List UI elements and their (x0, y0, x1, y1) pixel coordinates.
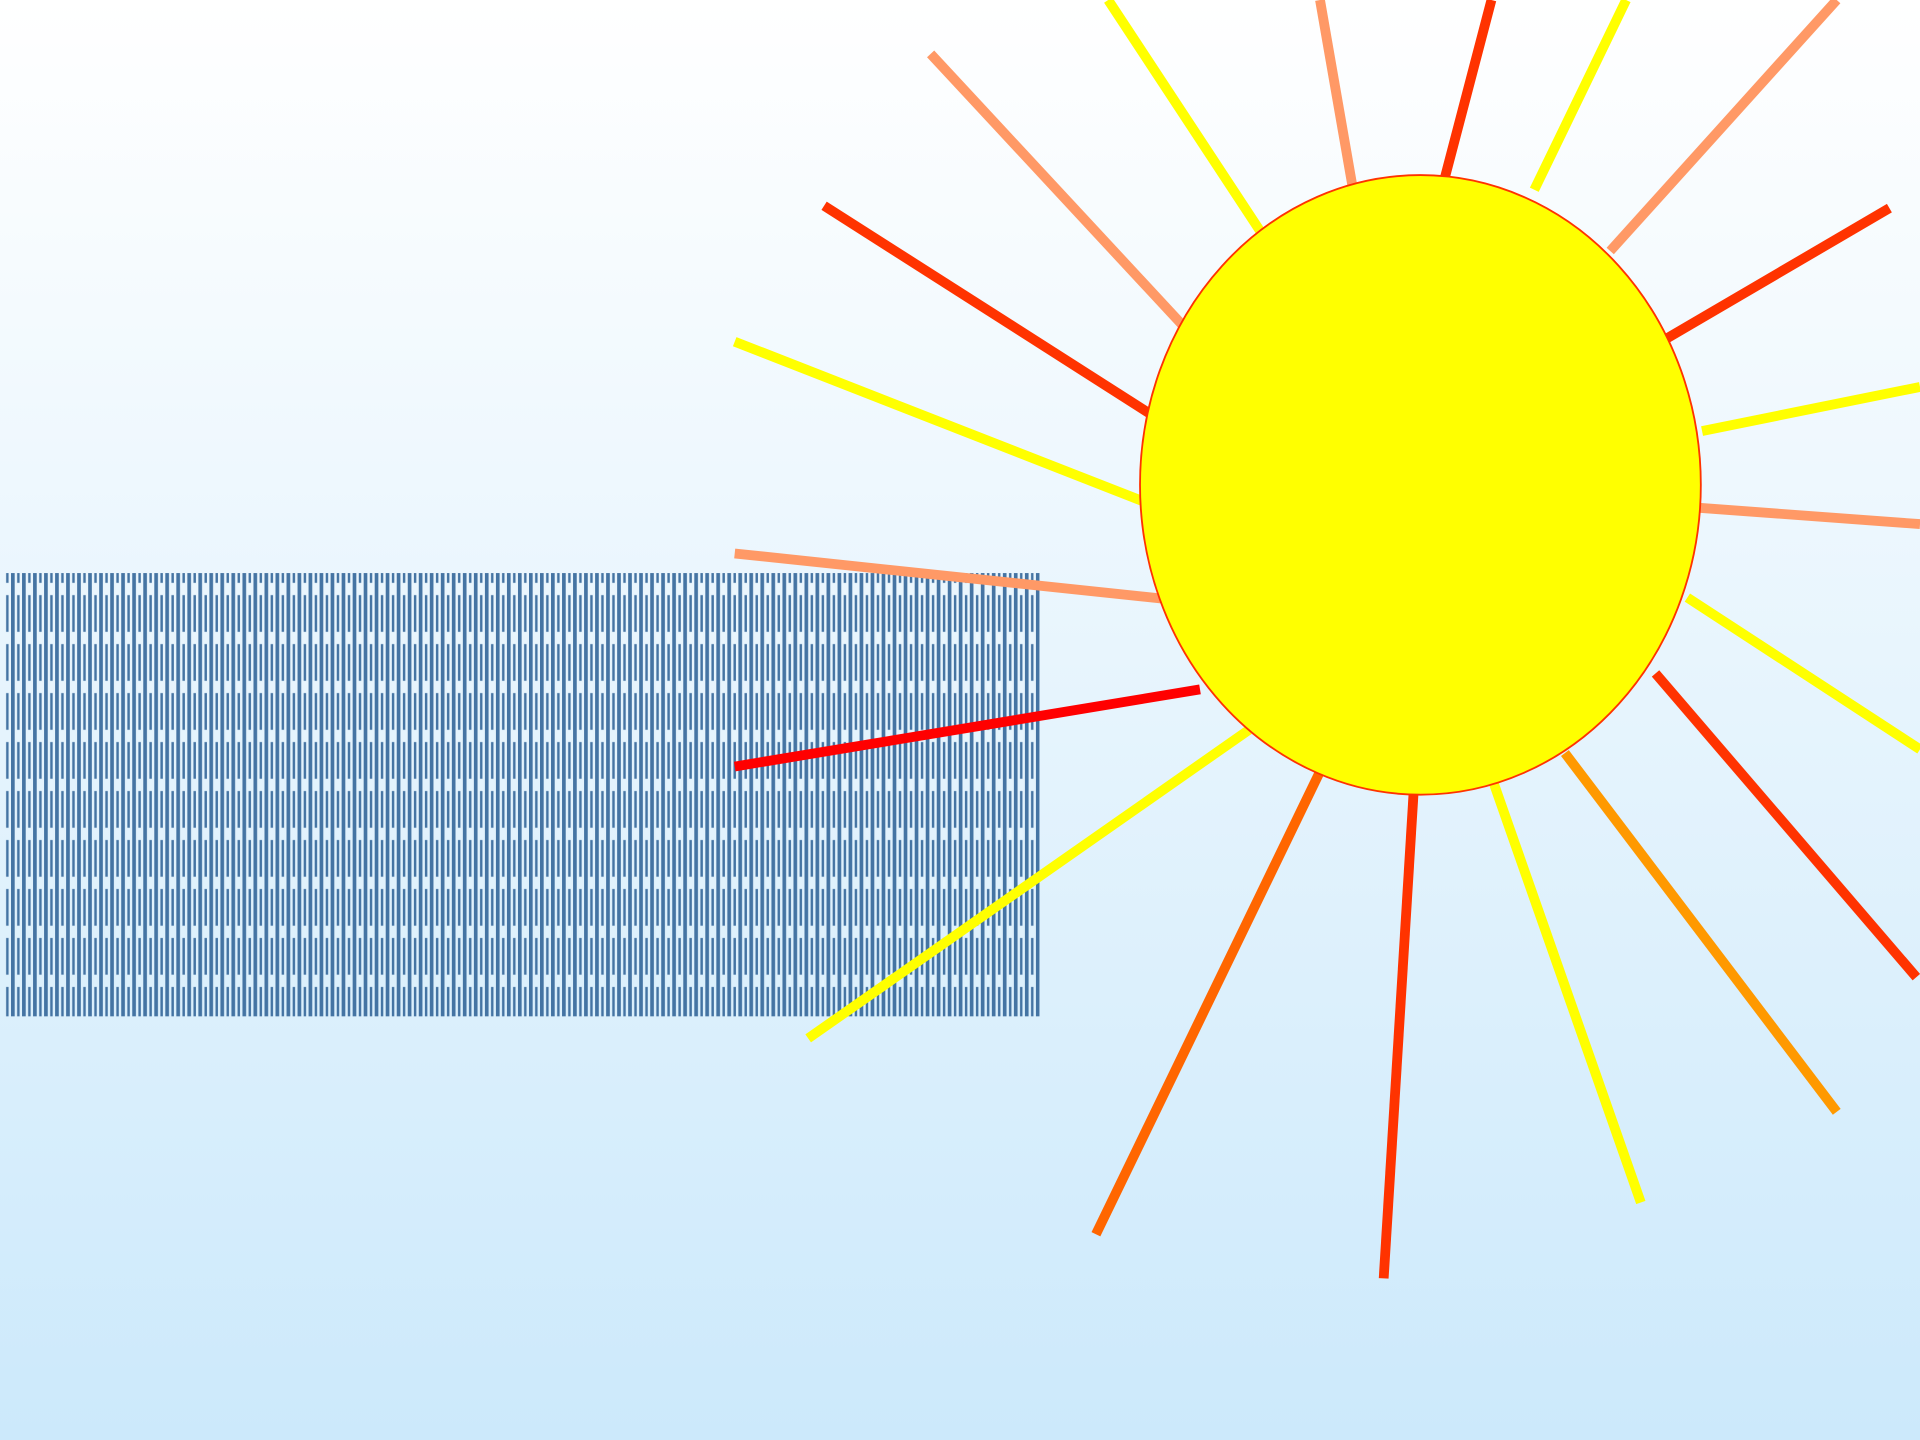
ray (805, 725, 1252, 1043)
ray (1529, 0, 1631, 192)
ray (734, 548, 1177, 605)
ray (821, 201, 1159, 422)
ray (1651, 670, 1920, 981)
ray (1684, 593, 1920, 754)
ray (1687, 502, 1920, 529)
ray (1104, 0, 1266, 236)
ray (1561, 750, 1841, 1115)
ray (1656, 203, 1892, 348)
ray (733, 684, 1201, 772)
slide-art (4, 0, 1920, 1279)
ray (732, 337, 1147, 507)
ray (1440, 0, 1497, 179)
ray (1378, 780, 1420, 1279)
sun (1139, 174, 1702, 796)
ray (1315, 0, 1358, 191)
ray (927, 50, 1189, 332)
ray (1489, 782, 1646, 1205)
ray (1701, 382, 1920, 436)
ray (1606, 0, 1841, 255)
sun-rays (732, 0, 1920, 1279)
ray (1091, 764, 1327, 1237)
squeezed-text (4, 573, 1040, 1017)
